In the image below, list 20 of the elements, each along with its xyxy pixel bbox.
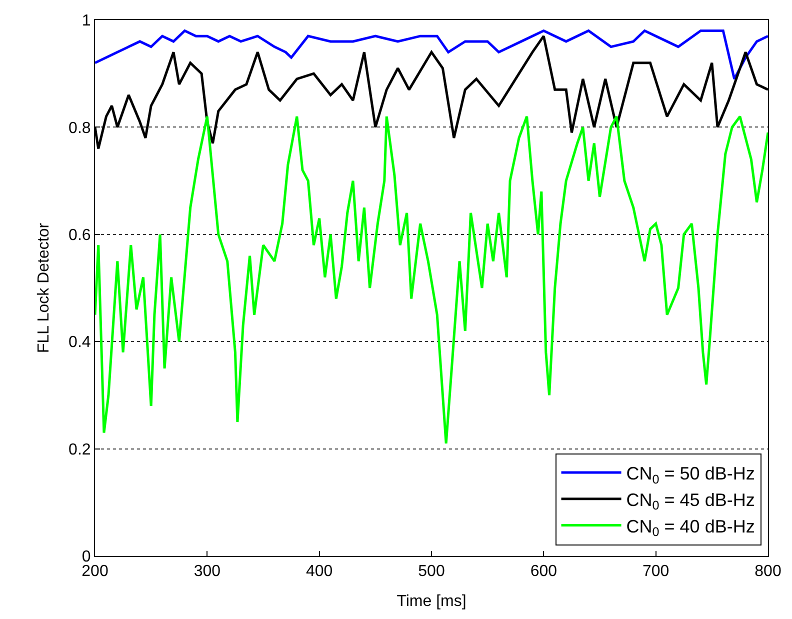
x-tick-label: 200 <box>82 563 108 580</box>
x-tick-label: 400 <box>306 563 333 580</box>
x-tick-label: 600 <box>530 563 558 580</box>
x-tick-label: 700 <box>642 563 670 580</box>
legend-label: CN$_{0}$ = 45 dB-Hz <box>626 490 755 513</box>
y-tick-label: 0.2 <box>68 441 91 458</box>
y-tick-label: 1 <box>82 12 91 30</box>
line-series <box>95 115 768 445</box>
x-tick-label: 300 <box>194 563 221 580</box>
y-tick-label: 0.8 <box>68 120 91 137</box>
legend-label: CN$_{0}$ = 50 dB-Hz <box>626 464 755 486</box>
y-tick-label: 0.4 <box>68 334 91 352</box>
x-tick-label: 500 <box>418 563 445 580</box>
x-tick-label: 800 <box>754 563 782 580</box>
line-series <box>95 29 768 80</box>
y-tick-label: 0 <box>82 548 91 566</box>
legend-label: CN$_{0}$ = 40 dB-Hz <box>626 516 755 540</box>
y-axis-title: FLL Lock Detector <box>35 222 52 354</box>
x-axis-title: Time [ms] <box>396 592 466 610</box>
y-tick-label: 0.6 <box>68 227 91 244</box>
